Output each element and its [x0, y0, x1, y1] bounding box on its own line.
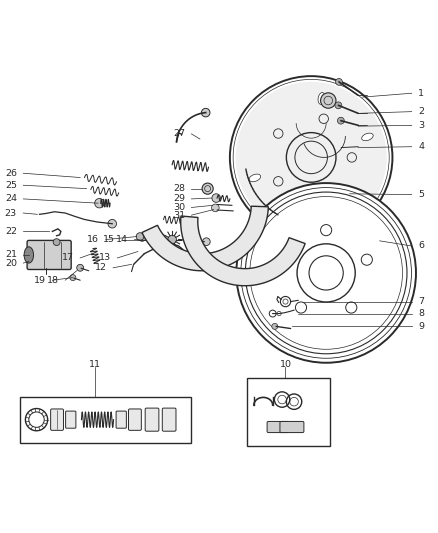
Circle shape	[53, 239, 60, 246]
Circle shape	[337, 117, 344, 124]
Text: 21: 21	[5, 251, 17, 260]
Circle shape	[336, 78, 343, 85]
Circle shape	[70, 274, 76, 280]
Text: 16: 16	[88, 235, 99, 244]
FancyBboxPatch shape	[51, 409, 64, 430]
Text: 5: 5	[418, 190, 424, 199]
Text: 3: 3	[418, 121, 424, 130]
FancyBboxPatch shape	[162, 408, 176, 431]
Ellipse shape	[318, 93, 325, 104]
Circle shape	[321, 224, 332, 236]
Text: 7: 7	[418, 297, 424, 306]
Text: 22: 22	[5, 227, 17, 236]
Text: 20: 20	[5, 259, 17, 268]
Circle shape	[108, 220, 117, 228]
Circle shape	[77, 264, 84, 271]
Circle shape	[361, 254, 372, 265]
Text: 9: 9	[418, 322, 424, 331]
Text: 11: 11	[89, 360, 101, 368]
Text: 19: 19	[34, 276, 46, 285]
Polygon shape	[142, 206, 268, 271]
Ellipse shape	[362, 133, 373, 141]
Circle shape	[346, 302, 357, 313]
Text: 12: 12	[95, 263, 107, 272]
Text: 27: 27	[173, 130, 185, 139]
Text: 14: 14	[116, 235, 128, 244]
Text: 30: 30	[173, 203, 185, 212]
Text: 25: 25	[5, 181, 17, 190]
Text: 2: 2	[418, 107, 424, 116]
Text: 15: 15	[103, 235, 115, 244]
Circle shape	[151, 235, 159, 244]
Circle shape	[136, 233, 144, 240]
Text: 4: 4	[418, 142, 424, 151]
Text: 23: 23	[5, 208, 17, 217]
FancyBboxPatch shape	[116, 411, 126, 428]
Polygon shape	[181, 216, 305, 286]
Text: 10: 10	[279, 360, 292, 368]
Circle shape	[212, 204, 219, 212]
Circle shape	[295, 302, 307, 313]
Circle shape	[321, 93, 336, 108]
Ellipse shape	[352, 191, 362, 200]
Text: 6: 6	[418, 241, 424, 251]
Text: 26: 26	[5, 169, 17, 177]
Text: 17: 17	[62, 254, 74, 262]
Bar	[247, 378, 330, 446]
Text: 8: 8	[418, 309, 424, 318]
Text: 13: 13	[99, 254, 111, 262]
Circle shape	[202, 238, 210, 246]
Circle shape	[236, 82, 387, 233]
Circle shape	[138, 233, 146, 241]
FancyBboxPatch shape	[128, 409, 141, 430]
Circle shape	[95, 198, 104, 208]
FancyBboxPatch shape	[145, 408, 159, 431]
Circle shape	[237, 183, 416, 363]
Circle shape	[168, 235, 177, 244]
Circle shape	[202, 183, 213, 194]
FancyBboxPatch shape	[267, 422, 289, 433]
Circle shape	[335, 102, 342, 109]
Circle shape	[272, 324, 278, 329]
Text: 31: 31	[173, 211, 185, 220]
Ellipse shape	[249, 174, 261, 182]
FancyBboxPatch shape	[27, 240, 71, 270]
Text: 28: 28	[173, 184, 185, 193]
Ellipse shape	[24, 247, 34, 263]
Text: 1: 1	[418, 89, 424, 98]
Text: 24: 24	[5, 195, 17, 204]
Circle shape	[201, 108, 210, 117]
FancyBboxPatch shape	[280, 422, 304, 433]
Bar	[20, 397, 191, 443]
Circle shape	[280, 254, 291, 265]
Text: 18: 18	[47, 276, 59, 285]
Ellipse shape	[297, 211, 304, 222]
FancyBboxPatch shape	[66, 411, 76, 428]
Text: 29: 29	[173, 195, 185, 204]
Circle shape	[212, 194, 220, 203]
